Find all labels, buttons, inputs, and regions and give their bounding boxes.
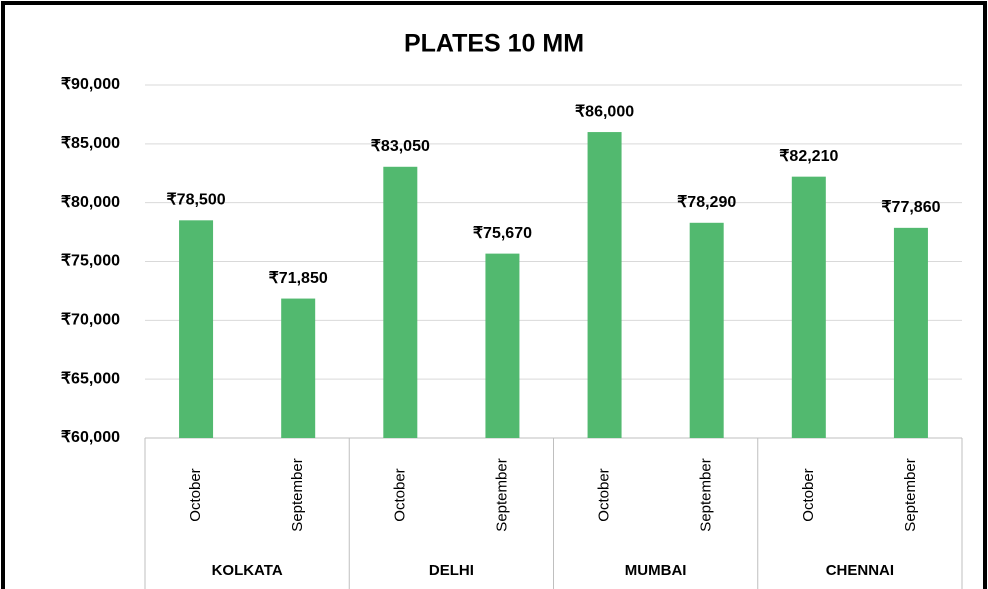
y-tick-label: ₹75,000 xyxy=(61,253,120,270)
data-label: ₹78,500 xyxy=(167,192,226,209)
data-label: ₹71,850 xyxy=(269,270,328,287)
x-tick-label: September xyxy=(493,458,510,531)
y-tick-label: ₹70,000 xyxy=(61,312,120,329)
chart-title: PLATES 10 MM xyxy=(404,30,584,58)
bar xyxy=(179,220,214,438)
y-tick-label: ₹80,000 xyxy=(61,194,120,211)
group-label: DELHI xyxy=(429,562,474,579)
bar xyxy=(281,298,316,438)
bar xyxy=(893,227,928,438)
data-label: ₹78,290 xyxy=(677,194,736,211)
group-label: MUMBAI xyxy=(625,562,687,579)
x-tick-label: October xyxy=(391,468,408,521)
data-label: ₹75,670 xyxy=(473,225,532,242)
x-tick-label: October xyxy=(800,468,817,521)
x-tick-label: October xyxy=(596,468,613,521)
x-tick-label: September xyxy=(698,458,715,531)
y-tick-label: ₹85,000 xyxy=(61,135,120,152)
bar xyxy=(383,166,418,439)
data-label: ₹86,000 xyxy=(575,103,634,120)
x-tick-label: September xyxy=(902,458,919,531)
bar xyxy=(791,176,826,438)
x-tick-label: September xyxy=(289,458,306,531)
bar xyxy=(689,222,724,438)
data-label: ₹77,860 xyxy=(881,199,940,216)
group-label: KOLKATA xyxy=(212,562,283,579)
group-label: CHENNAI xyxy=(826,562,894,579)
bar xyxy=(485,253,520,438)
y-tick-label: ₹65,000 xyxy=(61,370,120,387)
data-label: ₹83,050 xyxy=(371,138,430,155)
data-label: ₹82,210 xyxy=(779,148,838,165)
bar xyxy=(587,132,622,439)
y-tick-label: ₹90,000 xyxy=(61,76,120,93)
y-tick-label: ₹60,000 xyxy=(61,429,120,446)
x-tick-label: October xyxy=(187,468,204,521)
